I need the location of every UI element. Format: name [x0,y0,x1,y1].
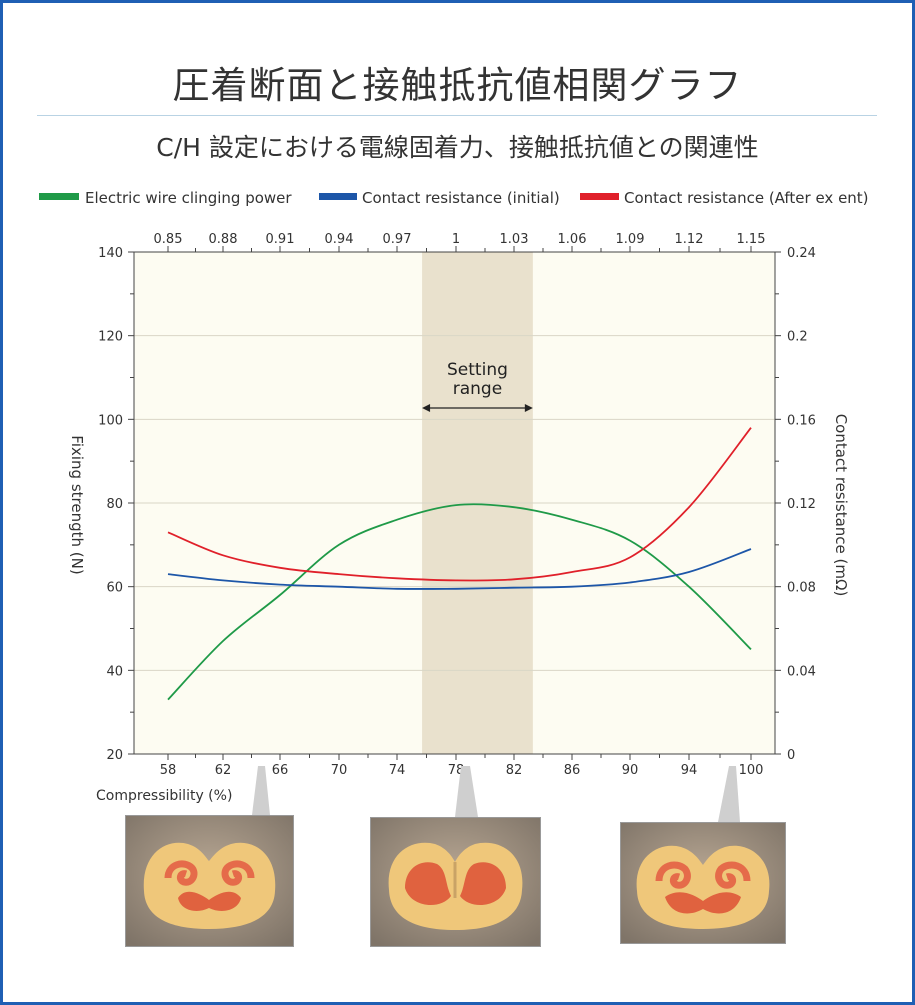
y-left-tick-label: 140 [98,246,123,261]
crimp-cross-section-photo-left [125,815,294,947]
title-divider [37,115,877,116]
legend-label-red: Contact resistance (After ex ent) [624,189,869,207]
x-tick-label: 90 [622,763,639,778]
y-left-tick-label: 40 [106,664,123,679]
x-tick-label: 66 [272,763,289,778]
callout-wedge-left [252,766,270,815]
x-tick-label: 70 [331,763,348,778]
y-left-tick-label: 100 [98,413,123,428]
crimp-cross-section-photo-right [620,822,786,944]
x-top-tick-label: 0.97 [383,232,412,247]
y-right-tick-label: 0.08 [787,581,816,596]
x-tick-label: 94 [681,763,698,778]
axis-tick-labels: 580.85620.88660.91700.94740.97781821.038… [98,232,816,778]
series-line-contact-resistance-initial [167,548,752,590]
grid-lines [134,335,775,671]
y-left-tick-label: 20 [106,748,123,763]
page-subtitle: C/H 設定における電線固着力、接触抵抗値との関連性 [156,133,759,162]
x-top-tick-label: 0.85 [154,232,183,247]
callout-wedge-center [455,766,478,817]
y-left-tick-label: 120 [98,330,123,345]
x-tick-label: 62 [215,763,232,778]
page-title: 圧着断面と接触抵抗値相関グラフ [172,64,743,107]
x-top-tick-label: 1.03 [500,232,529,247]
setting-range-arrowhead-left [422,404,431,412]
x-top-tick-label: 1.06 [558,232,587,247]
data-series [167,427,752,701]
y-left-tick-label: 80 [106,497,123,512]
x-top-tick-label: 1.12 [675,232,704,247]
x-top-tick-label: 0.91 [266,232,295,247]
axis-ticks [128,246,781,760]
x-top-tick-label: 1.09 [616,232,645,247]
y-right-tick-label: 0.16 [787,413,816,428]
series-line-wire-clinging-power [167,503,752,701]
y-left-tick-label: 60 [106,581,123,596]
y-right-tick-label: 0.04 [787,664,816,679]
y-right-tick-label: 0.2 [787,330,808,345]
legend: Electric wire clinging power Contact res… [39,189,869,207]
x-tick-label: 86 [564,763,581,778]
series-line-contact-resistance-after [167,427,752,582]
setting-range-arrowhead-right [524,404,533,412]
setting-range-label-line2: range [453,379,502,399]
legend-label-green: Electric wire clinging power [85,189,292,207]
legend-swatch-green [39,193,79,200]
legend-swatch-red [580,193,619,200]
legend-label-blue: Contact resistance (initial) [362,189,560,207]
x-tick-label: 74 [389,763,406,778]
y-right-tick-label: 0.24 [787,246,816,261]
crimp-cross-section-photo-center [370,817,541,947]
y-right-tick-label: 0 [787,748,795,763]
y-axis-title-right: Contact resistance (mΩ) [832,414,850,597]
callout-wedge-right [718,766,740,822]
x-tick-label: 58 [160,763,177,778]
x-top-tick-label: 1.15 [737,232,766,247]
x-top-tick-label: 1 [452,232,460,247]
x-axis-title: Compressibility (%) [96,788,232,804]
x-top-tick-label: 0.88 [209,232,238,247]
x-tick-label: 100 [739,763,764,778]
x-top-tick-label: 0.94 [325,232,354,247]
setting-range-label-line1: Setting [447,360,508,380]
y-right-tick-label: 0.12 [787,497,816,512]
x-tick-label: 82 [506,763,523,778]
setting-range-annotation: Setting range [422,360,533,412]
y-axis-title-left: Fixing strength (N) [68,435,86,574]
legend-swatch-blue [319,193,357,200]
